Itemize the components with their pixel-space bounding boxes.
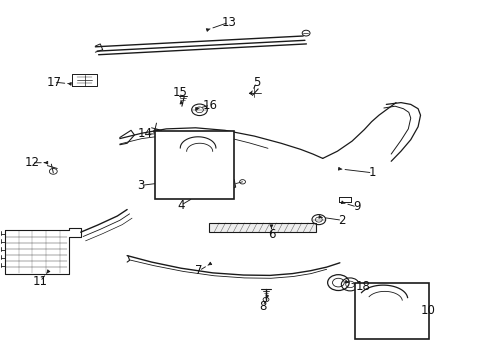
Text: 13: 13 [221,16,236,29]
Text: 11: 11 [33,275,47,288]
Text: 15: 15 [172,86,187,99]
Text: 4: 4 [177,199,184,212]
Text: 12: 12 [24,156,39,169]
Text: 9: 9 [352,201,360,213]
Bar [354,283,428,339]
Bar [154,131,233,199]
Text: 18: 18 [355,280,369,293]
Text: 6: 6 [267,228,275,241]
Text: 10: 10 [420,304,435,317]
Text: 17: 17 [46,76,61,89]
Text: 8: 8 [259,300,266,313]
Bar [209,223,315,232]
Text: 14: 14 [138,127,152,140]
Text: 1: 1 [368,166,376,179]
Text: 5: 5 [252,76,260,89]
Text: 2: 2 [338,214,346,227]
Text: 16: 16 [203,99,217,112]
Text: 7: 7 [195,264,203,277]
Text: 3: 3 [137,179,144,192]
